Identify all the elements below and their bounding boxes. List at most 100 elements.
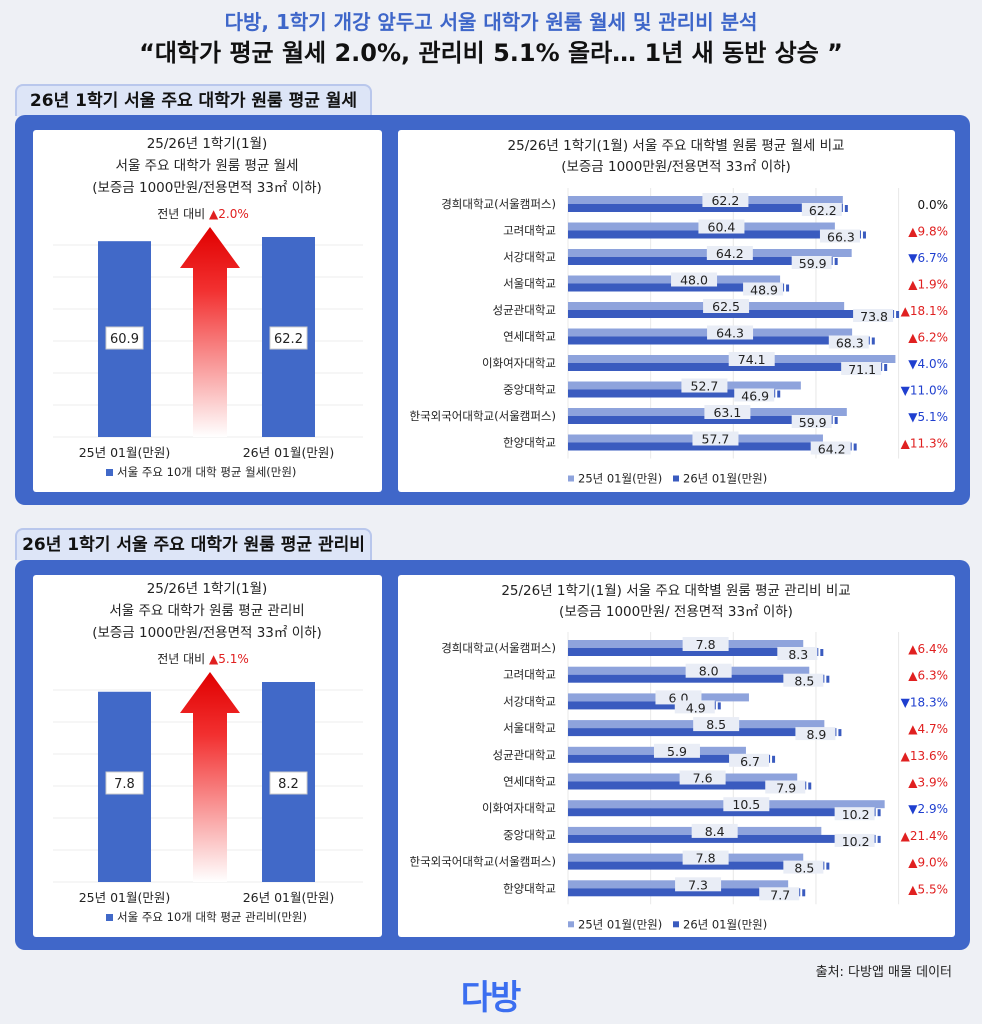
value-box-2026: [783, 673, 824, 687]
chart-title-line: 서울 주요 대학가 원룸 평균 월세: [116, 158, 299, 174]
value-box-2026: [853, 309, 894, 322]
bar-end-marker: [877, 835, 881, 843]
change-percent: ▲9.0%: [908, 856, 948, 870]
value-2025: 7.8: [696, 851, 716, 866]
value-2026: 73.8: [860, 309, 888, 324]
university-label: 성균관대학교: [493, 303, 556, 317]
value-2025: 52.7: [691, 379, 719, 394]
change-percent: ▼18.3%: [901, 695, 948, 709]
value-label: 60.9: [110, 332, 139, 347]
university-label: 한국외국어대학교(서울캠퍼스): [409, 409, 556, 423]
chart-title-line: 25/26년 1학기(1월): [147, 136, 268, 152]
dabang-logo: 다방: [460, 978, 522, 1018]
chart-title-line: 25/26년 1학기(1월): [147, 581, 268, 597]
rent-by-university-chart: 25/26년 1학기(1월) 서울 주요 대학별 원룸 평균 월세 비교 (보증금…: [398, 130, 955, 492]
value-box-2026: [841, 362, 882, 375]
fee-average-chart: 25/26년 1학기(1월) 서울 주요 대학가 원룸 평균 관리비 (보증금 10…: [33, 575, 382, 937]
bar-end-marker: [862, 231, 866, 239]
value-box-2025: [693, 717, 740, 732]
change-percent: ▼5.1%: [908, 410, 948, 424]
value-2026: 62.2: [809, 203, 837, 218]
bar-2026: [568, 808, 876, 817]
value-2025: 7.3: [688, 877, 708, 892]
value-2026: 8.9: [806, 727, 826, 742]
university-label: 이화여자대학교: [482, 356, 556, 370]
value-2026: 59.9: [799, 256, 827, 271]
bar-2026: [568, 834, 876, 843]
value-2026: 66.3: [827, 230, 855, 245]
value-box-2026: [791, 256, 832, 269]
bar-end-marker: [838, 729, 842, 737]
change-percent: ▲6.3%: [908, 669, 948, 683]
category-label: 26년 01월(만원): [243, 445, 335, 460]
bar-end-marker: [826, 862, 830, 870]
change-percent: ▲5.5%: [908, 882, 948, 896]
annotation-label: 전년 대비: [157, 207, 209, 221]
chart-title-line: (보증금 1000만원/전용면적 33㎡ 이하): [92, 625, 322, 641]
value-label-box: [105, 326, 144, 350]
bar-2026: [568, 230, 861, 239]
university-label: 한국외국어대학교(서울캠퍼스): [409, 855, 556, 869]
value-box-2026: [777, 647, 818, 660]
legend-label-2026: 26년 01월(만원): [683, 472, 767, 486]
value-box-2026: [734, 388, 775, 402]
section-tab-fee: 26년 1학기 서울 주요 대학가 원룸 평균 관리비: [15, 528, 372, 560]
value-box-2026: [674, 700, 715, 714]
university-label: 성균관대학교: [493, 748, 556, 762]
value-2025: 48.0: [680, 273, 708, 288]
value-2026: 8.5: [794, 674, 814, 689]
change-percent: ▼6.7%: [908, 251, 948, 265]
legend-label: 서울 주요 10개 대학 평균 월세(만원): [117, 465, 296, 479]
value-box-2025: [698, 219, 745, 234]
value-2025: 57.7: [702, 432, 730, 447]
bar-end-marker: [844, 205, 848, 212]
bar-end-marker: [853, 443, 857, 451]
value-box-2026: [765, 780, 806, 794]
value-2025: 64.3: [716, 326, 744, 341]
value-box-2025: [682, 637, 729, 651]
value-2026: 7.9: [776, 781, 796, 796]
annotation-label: 전년 대비: [157, 652, 209, 666]
legend-label-2025: 25년 01월(만원): [578, 917, 662, 931]
value-2026: 59.9: [799, 415, 827, 430]
change-percent: ▲18.1%: [901, 304, 948, 318]
change-percent: ▲11.3%: [901, 437, 948, 451]
chart-title-line: 25/26년 1학기(1월) 서울 주요 대학별 원룸 평균 월세 비교: [508, 138, 845, 154]
value-box-2026: [759, 887, 800, 901]
value-box-2026: [834, 833, 875, 847]
bar-2026: [568, 781, 807, 790]
value-2025: 7.6: [693, 771, 713, 786]
change-percent: ▼4.0%: [908, 357, 948, 371]
value-2026: 10.2: [842, 807, 870, 822]
category-label: 26년 01월(만원): [243, 890, 335, 905]
value-label: 7.8: [114, 777, 135, 792]
legend-swatch-2025: [568, 475, 574, 482]
annotation-change: ▲5.1%: [209, 652, 249, 666]
bar-end-marker: [826, 675, 830, 683]
bar-end-marker: [834, 417, 838, 424]
value-box-2026: [828, 335, 869, 349]
university-label: 경희대학교(서울캠퍼스): [441, 641, 556, 655]
value-2026: 6.7: [740, 754, 760, 769]
value-box-2026: [801, 203, 842, 216]
university-label: 서강대학교: [503, 694, 556, 708]
value-2025: 5.9: [667, 744, 687, 759]
university-label: 이화여자대학교: [482, 801, 556, 815]
value-box-2025: [653, 743, 700, 758]
bar-end-marker: [896, 311, 900, 318]
annotation: 전년 대비 ▲5.1%: [157, 652, 249, 666]
university-label: 고려대학교: [503, 668, 556, 682]
value-label-box: [269, 326, 308, 350]
value-box-2025: [728, 352, 775, 366]
bar-end-marker: [884, 364, 888, 371]
change-percent: ▲9.8%: [908, 225, 948, 239]
university-label: 서강대학교: [503, 250, 556, 264]
bar-2026: [568, 310, 895, 318]
bar-2026: [568, 363, 883, 371]
change-percent: ▼11.0%: [901, 384, 948, 398]
bar-2026: [568, 674, 825, 683]
value-2025: 62.5: [712, 299, 740, 314]
university-label: 연세대학교: [503, 775, 556, 789]
value-box-2026: [834, 807, 875, 821]
university-label: 중앙대학교: [503, 828, 556, 842]
